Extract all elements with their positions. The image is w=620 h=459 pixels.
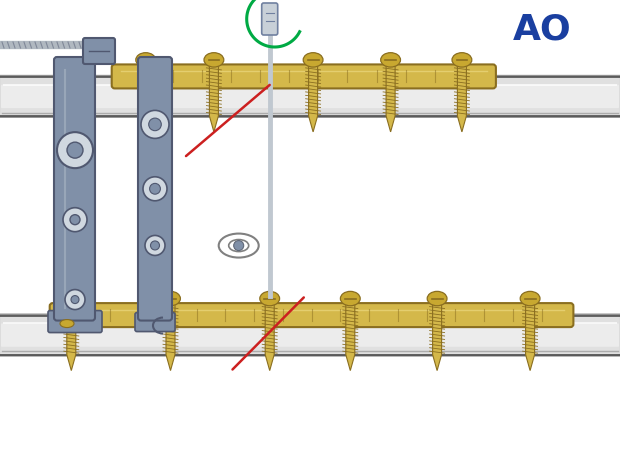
FancyBboxPatch shape <box>83 38 115 64</box>
Polygon shape <box>346 302 355 370</box>
Ellipse shape <box>303 53 323 67</box>
FancyBboxPatch shape <box>48 311 102 333</box>
Polygon shape <box>309 64 317 132</box>
Ellipse shape <box>340 291 360 306</box>
Ellipse shape <box>381 53 401 67</box>
Polygon shape <box>458 64 466 132</box>
FancyBboxPatch shape <box>0 76 620 117</box>
Circle shape <box>67 142 83 158</box>
Polygon shape <box>433 302 441 370</box>
Ellipse shape <box>520 291 540 306</box>
Ellipse shape <box>60 319 74 328</box>
Ellipse shape <box>219 234 259 257</box>
Ellipse shape <box>452 53 472 67</box>
FancyBboxPatch shape <box>0 314 620 356</box>
Circle shape <box>149 118 161 131</box>
Polygon shape <box>67 302 76 370</box>
Circle shape <box>149 184 161 194</box>
Ellipse shape <box>427 291 447 306</box>
FancyBboxPatch shape <box>1 323 619 347</box>
Polygon shape <box>526 302 534 370</box>
Polygon shape <box>265 302 274 370</box>
Ellipse shape <box>204 53 224 67</box>
FancyBboxPatch shape <box>135 313 175 331</box>
FancyBboxPatch shape <box>262 3 278 35</box>
Ellipse shape <box>260 291 280 306</box>
Circle shape <box>234 241 244 251</box>
Text: AO: AO <box>513 13 572 47</box>
Circle shape <box>141 111 169 139</box>
Ellipse shape <box>229 240 249 252</box>
Circle shape <box>65 290 85 309</box>
Circle shape <box>63 207 87 232</box>
Ellipse shape <box>61 291 81 306</box>
FancyBboxPatch shape <box>112 64 496 89</box>
Ellipse shape <box>136 53 156 67</box>
Polygon shape <box>141 64 150 132</box>
Circle shape <box>145 235 165 256</box>
Circle shape <box>71 296 79 303</box>
Polygon shape <box>386 64 395 132</box>
FancyBboxPatch shape <box>50 303 574 327</box>
FancyBboxPatch shape <box>138 57 172 320</box>
Polygon shape <box>166 302 175 370</box>
FancyBboxPatch shape <box>54 57 95 320</box>
Circle shape <box>151 241 159 250</box>
Ellipse shape <box>161 291 180 306</box>
Circle shape <box>70 215 80 225</box>
FancyBboxPatch shape <box>1 84 619 108</box>
Circle shape <box>143 177 167 201</box>
Circle shape <box>57 132 93 168</box>
Polygon shape <box>210 64 218 132</box>
